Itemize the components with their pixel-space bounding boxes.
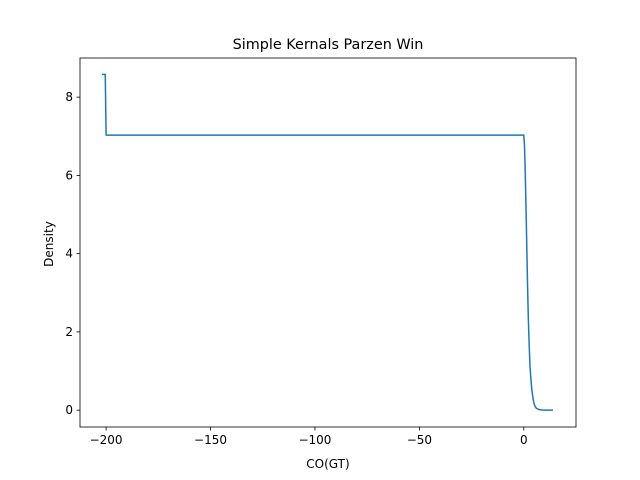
density-line-0 <box>101 73 554 411</box>
y-tick-label: 2 <box>65 325 73 339</box>
y-tick-label: 6 <box>65 168 73 182</box>
y-axis: 0 2 4 6 8 <box>65 90 80 417</box>
y-tick-label: 0 <box>65 403 73 417</box>
y-tick-label: 8 <box>65 90 73 104</box>
plot-area <box>101 73 554 411</box>
y-tick-label: 4 <box>65 247 73 261</box>
x-axis: −200 −150 −100 −50 0 <box>90 427 528 447</box>
x-axis-label: CO(GT) <box>306 457 349 471</box>
x-tick-label: −200 <box>90 433 123 447</box>
x-tick-label: −50 <box>407 433 432 447</box>
x-tick-label: 0 <box>520 433 528 447</box>
x-tick-label: −150 <box>194 433 227 447</box>
y-axis-label: Density <box>42 221 56 267</box>
chart-title: Simple Kernals Parzen Win <box>233 37 424 53</box>
axes-frame <box>79 57 577 428</box>
x-tick-label: −100 <box>298 433 331 447</box>
